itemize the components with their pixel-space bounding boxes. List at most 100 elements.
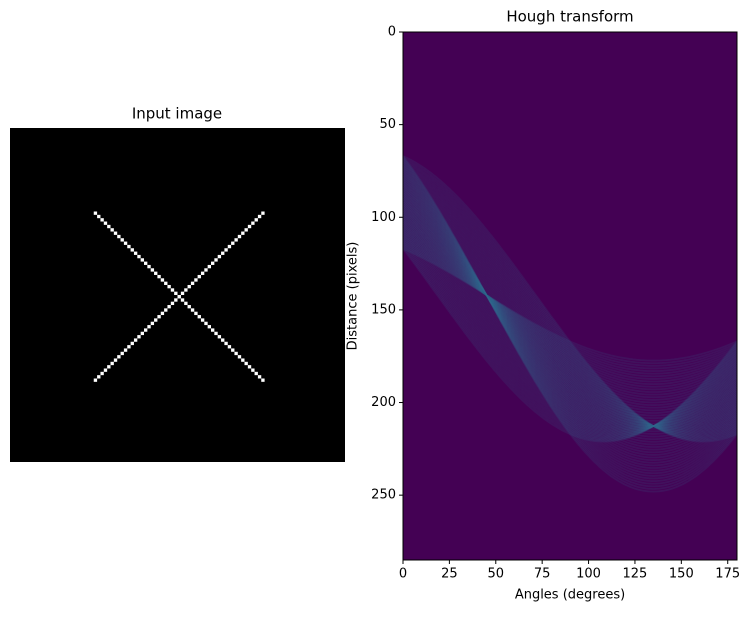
hough-curve: [403, 159, 737, 488]
hough-curve: [403, 209, 737, 428]
pixel: [127, 244, 131, 249]
hough-curve: [403, 196, 737, 428]
pixel: [160, 278, 165, 282]
hough-curve: [403, 233, 737, 435]
hough-curve: [403, 216, 737, 429]
pixel: [164, 308, 168, 312]
hough-curve: [403, 223, 737, 396]
pixel: [147, 325, 151, 329]
hough-curve: [403, 186, 737, 448]
pixel: [217, 254, 222, 259]
pixel: [257, 214, 262, 219]
pixel: [110, 228, 114, 232]
pixel: [197, 315, 201, 319]
hough-curve: [403, 227, 737, 391]
heatmap: [403, 155, 737, 493]
x-tick-label: 25: [441, 567, 458, 582]
pixel: [204, 268, 208, 272]
hough-curve: [403, 186, 737, 429]
hough-curve: [403, 198, 737, 433]
pixel: [214, 258, 218, 262]
hough-curve: [403, 174, 737, 467]
pixel: [180, 291, 185, 295]
y-axis-label: Distance (pixels): [346, 242, 361, 351]
hough-curve: [403, 242, 737, 440]
pixel: [247, 224, 252, 229]
pixel: [251, 221, 255, 225]
pixel: [154, 271, 158, 275]
pixel: [237, 234, 242, 239]
pixel: [150, 321, 155, 326]
hough-curve: [403, 170, 737, 435]
chart-title: Hough transform: [506, 8, 633, 26]
y-tick-label: 200: [371, 395, 396, 410]
hough-curve: [403, 220, 737, 401]
chart-title: Input image: [132, 105, 222, 123]
pixel: [140, 258, 144, 262]
hough-curve: [403, 218, 737, 404]
pixel: [127, 345, 131, 349]
hough-curve: [403, 158, 737, 441]
pixel: [254, 371, 258, 376]
hough-curve: [403, 168, 737, 436]
pixel: [167, 284, 171, 289]
pixel: [177, 295, 181, 299]
hough-curve: [403, 166, 737, 437]
pixel: [123, 348, 128, 352]
hough-curve: [403, 194, 737, 438]
pixel: [231, 241, 235, 245]
hough-curve: [403, 161, 737, 485]
pixel: [194, 278, 198, 282]
hough-curve: [403, 173, 737, 433]
pixel: [207, 264, 211, 269]
pixel: [97, 214, 101, 219]
pixel: [234, 238, 238, 242]
pixel: [227, 244, 232, 249]
x-tick-label: 100: [576, 567, 601, 582]
hough-curve: [403, 190, 737, 428]
hough-curve: [403, 162, 737, 483]
hough-curve: [403, 181, 737, 456]
pixel: [244, 228, 248, 232]
hough-curve: [403, 185, 737, 430]
pixel: [261, 211, 265, 215]
pixel: [107, 224, 111, 229]
hough-curve: [403, 244, 737, 441]
pixel: [93, 378, 98, 382]
pixel: [174, 298, 178, 302]
pixel: [254, 218, 258, 222]
pixel: [207, 325, 211, 329]
pixel: [123, 241, 128, 245]
hough-curve: [403, 179, 737, 459]
pixel: [133, 251, 138, 255]
y-tick-label: 100: [371, 210, 396, 225]
hough-curve: [403, 218, 737, 430]
x-tick-label: 175: [715, 567, 740, 582]
hough-curve: [403, 236, 737, 378]
y-tick-label: 50: [379, 117, 396, 132]
pixel: [100, 218, 104, 222]
hough-curve: [403, 233, 737, 383]
pixel: [164, 281, 168, 285]
hough-curve: [403, 199, 737, 430]
hough-curve: [403, 210, 737, 414]
pixel: [154, 318, 158, 322]
pixel: [107, 365, 111, 369]
pixel: [147, 264, 151, 269]
y-tick-label: 0: [388, 25, 396, 40]
hough-curve: [403, 231, 737, 386]
x-tick-label: 50: [488, 567, 505, 582]
hough-curve: [403, 240, 737, 439]
hough-curve: [403, 246, 737, 442]
pixel: [194, 311, 198, 316]
pixel: [247, 365, 252, 369]
hough-curve: [403, 192, 737, 441]
hough-curve: [403, 214, 737, 409]
hough-curve: [403, 157, 737, 490]
pixel: [221, 251, 225, 255]
hough-curve: [403, 234, 737, 380]
hough-curve: [403, 197, 737, 428]
hough-curve: [403, 207, 737, 420]
hough-curve: [403, 225, 737, 432]
